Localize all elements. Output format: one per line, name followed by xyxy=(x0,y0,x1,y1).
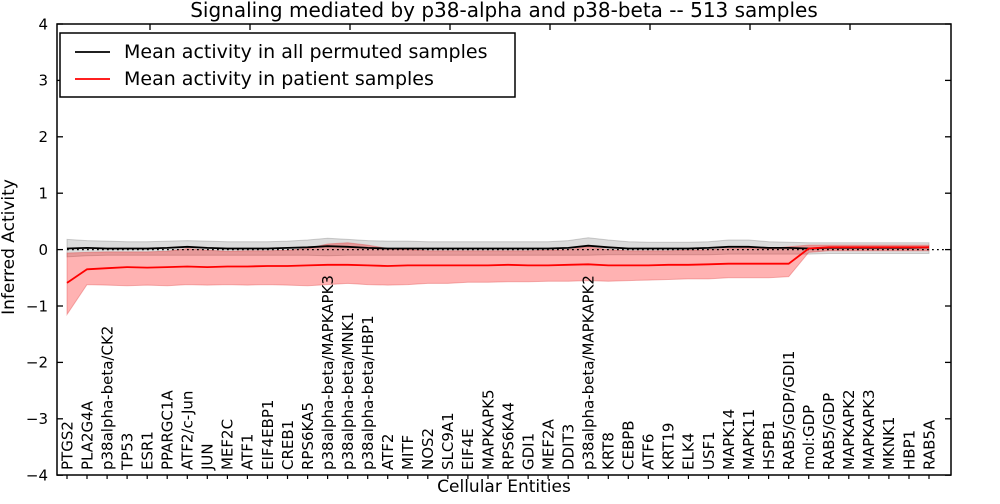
x-tick-label: ESR1 xyxy=(138,431,156,470)
y-tick-label: 0 xyxy=(38,241,48,259)
x-tick-label: GDI1 xyxy=(519,433,537,470)
x-tick-label: ATF1 xyxy=(239,434,257,470)
x-tick-label: PTGS2 xyxy=(58,421,76,470)
x-tick-label: CREB1 xyxy=(279,420,297,470)
patient-mean-line xyxy=(66,246,929,284)
x-tick-labels-layer: PTGS2 PLA2G4A p38alpha-beta/CK2 TP53 ESR1 PPA… xyxy=(58,275,938,471)
y-tick-label: −1 xyxy=(26,297,48,315)
x-tick-label: p38alpha-beta/HBP1 xyxy=(359,315,377,470)
x-tick-label: RPS6KA5 xyxy=(299,402,317,470)
x-tick-label: HSPB1 xyxy=(760,420,778,470)
x-tick-label: MAPK14 xyxy=(720,409,738,470)
y-tick-label: −3 xyxy=(26,410,48,428)
x-tick-label: p38alpha-beta/MAPKAPK3 xyxy=(319,275,337,470)
x-tick-label: KRT8 xyxy=(600,432,618,470)
x-tick-label: PPARGC1A xyxy=(158,390,176,470)
permuted-mean-line xyxy=(66,244,930,250)
y-tick-label: 2 xyxy=(38,128,48,146)
legend: Mean activity in all permuted samples Me… xyxy=(59,32,516,98)
x-tick-label: MEF2C xyxy=(219,419,237,470)
x-tick-label: USF1 xyxy=(700,431,718,470)
x-tick-label: TP53 xyxy=(118,433,136,471)
x-tick-label: PLA2G4A xyxy=(78,400,96,470)
chart-title: Signaling mediated by p38-alpha and p38-… xyxy=(190,0,818,22)
x-tick-label: CEBPB xyxy=(620,420,638,470)
x-tick-label: ATF6 xyxy=(640,434,658,470)
x-tick-label: EIF4EBP1 xyxy=(259,400,277,470)
x-tick-label: p38alpha-beta/CK2 xyxy=(98,326,116,470)
series-lines-layer xyxy=(66,244,945,284)
legend-label-patient: Mean activity in patient samples xyxy=(124,68,434,90)
x-tick-label: ATF2 xyxy=(379,434,397,470)
x-tick-label: mol:GDP xyxy=(800,405,818,470)
x-tick-label: RAB5/GDP xyxy=(820,393,838,470)
x-tick-label: MKNK1 xyxy=(880,417,898,470)
legend-border xyxy=(59,32,516,98)
y-tick-label: −4 xyxy=(26,466,48,484)
x-tick-label: DDIT3 xyxy=(559,424,577,470)
x-tick-label: EIF4E xyxy=(459,428,477,470)
permuted-confidence-band xyxy=(66,237,930,258)
x-tick-label: KRT19 xyxy=(660,423,678,470)
x-tick-label: RAB5/GDP/GDI1 xyxy=(780,351,798,470)
x-axis-label: Cellular Entities xyxy=(437,477,571,497)
x-tick-label: MAPKAPK3 xyxy=(860,389,878,470)
x-tick-label: MEF2A xyxy=(539,418,557,470)
x-tick-label: MAPKAPK5 xyxy=(479,389,497,470)
ticks-layer: 4 3 2 1 0 −1 −2 −3 −4 xyxy=(26,15,951,484)
legend-label-permuted: Mean activity in all permuted samples xyxy=(124,41,487,63)
confidence-bands-layer xyxy=(66,237,930,317)
x-tick-label: RPS6KA4 xyxy=(499,402,517,470)
x-tick-label: RAB5A xyxy=(920,419,938,470)
y-tick-label: 1 xyxy=(38,184,48,202)
x-tick-label: MAPK11 xyxy=(740,409,758,470)
patient-confidence-band xyxy=(66,242,930,317)
x-tick-label: p38alpha-beta/MAPKAPK2 xyxy=(579,275,597,470)
y-tick-label: −2 xyxy=(26,354,48,372)
x-tick-label: MAPKAPK2 xyxy=(840,389,858,470)
x-tick-label: HBP1 xyxy=(900,430,918,470)
x-tick-label: MITF xyxy=(399,435,417,470)
y-axis-label: Inferred Activity xyxy=(0,179,19,315)
x-tick-label: ATF2/c-Jun xyxy=(179,391,197,470)
x-tick-label: p38alpha-beta/MNK1 xyxy=(339,312,357,470)
y-tick-label: 4 xyxy=(38,15,48,33)
y-tick-label: 3 xyxy=(38,72,48,90)
x-tick-label: NOS2 xyxy=(419,428,437,470)
x-tick-label: ELK4 xyxy=(680,433,698,470)
x-tick-label: JUN xyxy=(199,443,217,471)
x-tick-label: SLC9A1 xyxy=(439,412,457,470)
